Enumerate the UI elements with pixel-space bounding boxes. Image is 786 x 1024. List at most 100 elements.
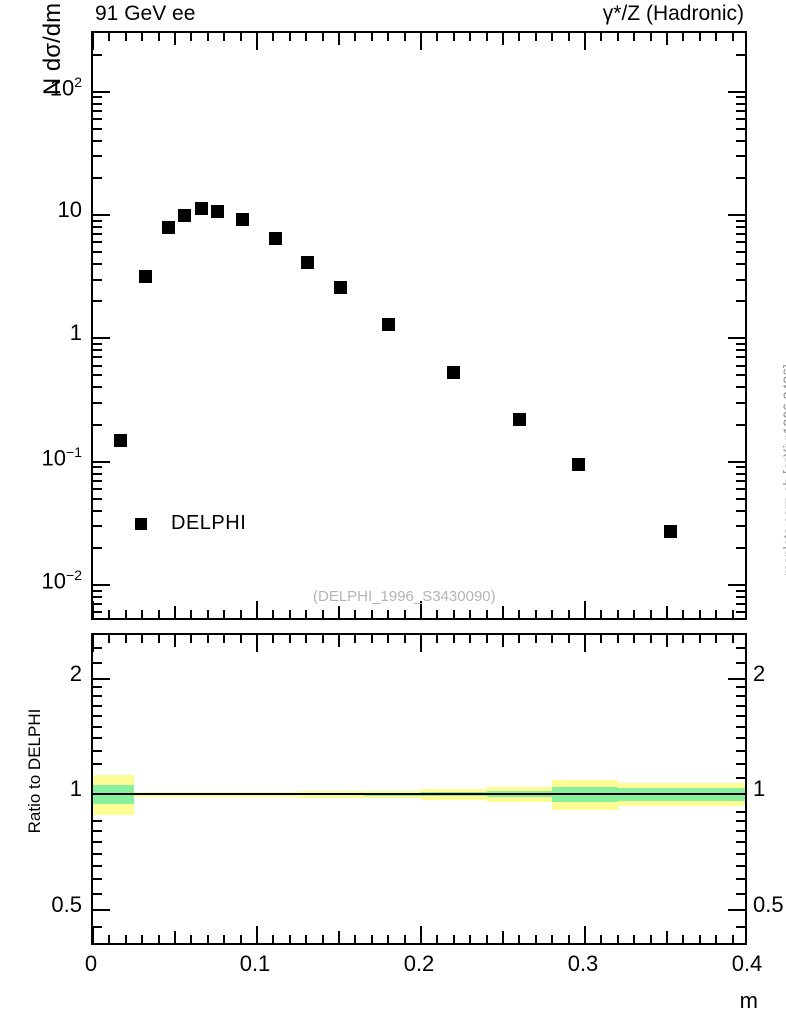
main-y-tick <box>736 102 745 105</box>
ratio-x-tick <box>502 635 504 647</box>
main-x-tick <box>616 610 619 618</box>
main-x-tick <box>731 33 734 41</box>
main-x-tick <box>436 610 439 618</box>
main-x-tick <box>223 610 226 618</box>
data-point <box>235 213 249 227</box>
ratio-x-tick <box>633 935 636 943</box>
ratio-x-tick <box>403 935 406 943</box>
ratio-x-tick <box>551 635 554 643</box>
main-y-tick <box>93 251 102 254</box>
ratio-y-tick <box>93 661 102 664</box>
main-y-tick <box>736 118 745 121</box>
ratio-y-tick <box>736 714 745 717</box>
main-x-tick <box>551 610 554 618</box>
main-y-tick <box>93 263 102 266</box>
main-y-tick <box>93 53 102 56</box>
main-x-tick <box>600 610 603 618</box>
main-x-tick <box>174 33 176 45</box>
main-y-tick <box>93 497 102 500</box>
main-x-tick <box>485 33 488 41</box>
ratio-x-tick <box>698 935 701 943</box>
ratio-x-tick <box>403 635 406 643</box>
data-point <box>268 232 282 246</box>
main-y-tick <box>93 509 102 512</box>
main-x-tick <box>190 33 193 41</box>
main-x-tick <box>272 33 275 41</box>
ratio-y-tick <box>93 737 102 740</box>
main-x-tick <box>666 606 668 618</box>
data-point <box>211 204 225 218</box>
main-y-tick <box>728 214 745 217</box>
data-point <box>114 434 128 448</box>
main-y-tick <box>728 583 745 586</box>
ratio-x-tick <box>567 935 570 943</box>
ratio-x-tick <box>387 635 390 643</box>
ratio-y-tick <box>93 647 102 650</box>
ratio-x-tick <box>338 931 340 943</box>
main-y-tick <box>93 214 110 217</box>
process-label: γ*/Z (Hadronic) <box>602 2 744 25</box>
ratio-x-tick <box>633 635 636 643</box>
ratio-y-tick <box>736 749 745 752</box>
main-x-tick <box>715 33 718 41</box>
main-y-tick-label: 10 <box>57 197 82 223</box>
ratio-y-tick-label-left: 0.5 <box>51 891 82 917</box>
ratio-x-tick <box>584 926 586 943</box>
ratio-x-tick <box>256 926 258 943</box>
main-plot-area <box>93 33 745 618</box>
main-x-tick <box>272 610 275 618</box>
main-y-tick <box>93 364 102 367</box>
main-y-tick <box>736 155 745 158</box>
ratio-x-tick <box>354 935 357 943</box>
main-y-tick <box>93 460 110 463</box>
ratio-y-tick <box>736 661 745 664</box>
ratio-y-tick <box>736 777 745 780</box>
ratio-y-tick <box>736 865 745 868</box>
ratio-y-tick <box>736 878 745 881</box>
main-x-tick <box>288 610 291 618</box>
main-y-tick <box>93 487 102 490</box>
main-y-tick <box>93 300 102 303</box>
ratio-y-tick <box>93 830 102 833</box>
main-y-tick <box>93 589 102 592</box>
main-x-tick <box>141 610 144 618</box>
ratio-y-tick <box>736 704 745 707</box>
main-x-tick <box>534 33 537 41</box>
ratio-x-tick <box>649 935 652 943</box>
ratio-x-tick <box>715 935 718 943</box>
x-tick-label: 0.2 <box>403 951 435 976</box>
x-axis-title: m <box>739 988 758 1013</box>
main-x-tick <box>256 601 258 618</box>
ratio-x-tick <box>206 935 209 943</box>
main-y-tick <box>93 127 102 130</box>
ratio-x-tick <box>288 935 291 943</box>
ratio-y-tick <box>736 820 745 823</box>
main-x-tick <box>305 610 308 618</box>
main-x-tick <box>600 33 603 41</box>
main-y-tick <box>93 278 102 281</box>
ratio-y-tick <box>736 686 745 689</box>
main-y-tick <box>736 487 745 490</box>
ratio-x-tick <box>698 635 701 643</box>
ratio-x-tick <box>452 935 455 943</box>
ratio-x-tick <box>141 635 144 643</box>
main-y-tick <box>93 401 102 404</box>
main-x-tick <box>518 610 521 618</box>
main-x-tick <box>108 610 111 618</box>
main-x-tick <box>321 610 324 618</box>
main-x-tick <box>174 606 176 618</box>
ratio-x-tick <box>682 935 685 943</box>
main-x-tick <box>157 610 160 618</box>
main-y-tick <box>93 479 102 482</box>
ratio-x-tick <box>272 935 275 943</box>
ratio-x-tick <box>223 635 226 643</box>
ratio-y-tick <box>728 677 745 680</box>
ratio-y-tick <box>736 852 745 855</box>
ratio-plot-frame <box>91 633 747 945</box>
ratio-x-tick <box>370 935 373 943</box>
main-y-tick <box>736 472 745 475</box>
ratio-x-tick <box>518 935 521 943</box>
ratio-x-tick <box>518 635 521 643</box>
main-y-tick <box>93 423 102 426</box>
ratio-x-tick <box>141 935 144 943</box>
